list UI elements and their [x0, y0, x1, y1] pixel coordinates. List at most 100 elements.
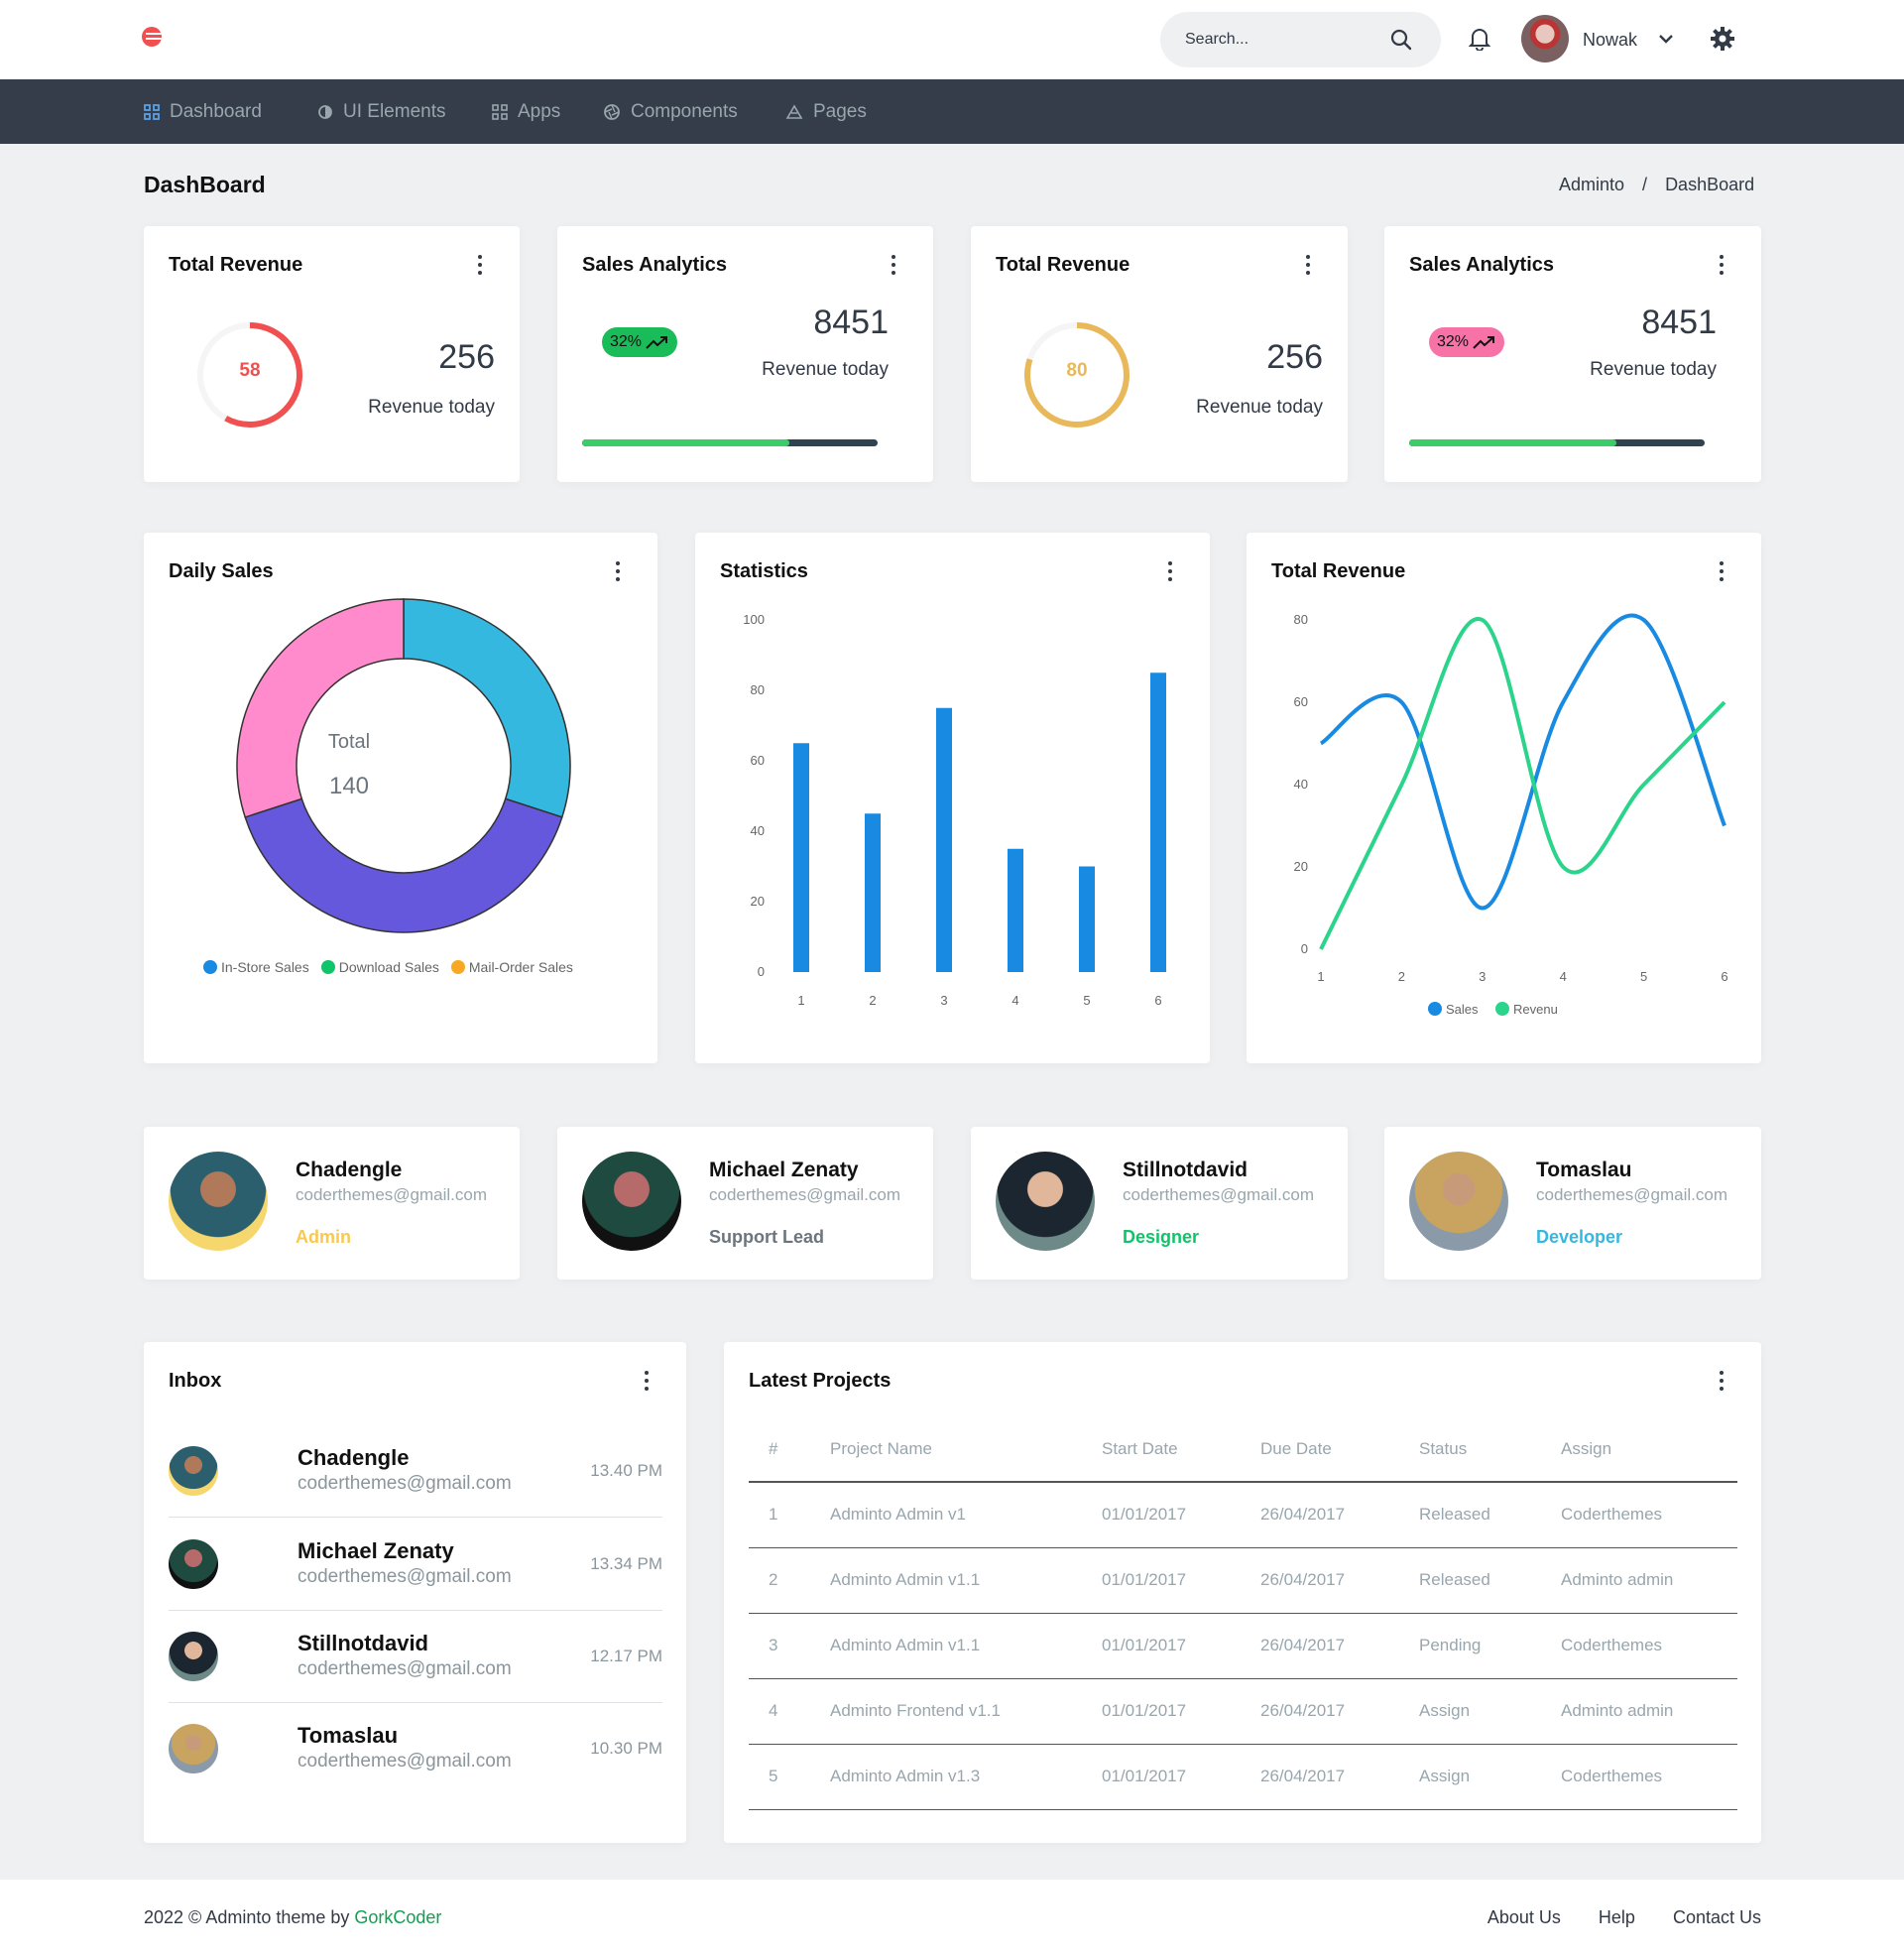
legend-swatch: [203, 960, 217, 974]
x-tick-label: 5: [1083, 993, 1090, 1008]
inbox-item[interactable]: Michael Zenaty coderthemes@gmail.com 13.…: [169, 1519, 662, 1611]
legend-label: Revenu: [1513, 1002, 1558, 1017]
gear-icon[interactable]: [1710, 26, 1735, 52]
table-row[interactable]: 3 Adminto Admin v1.1 01/01/2017 26/04/20…: [749, 1613, 1737, 1679]
inbox-sender: Michael Zenaty: [298, 1538, 454, 1563]
grid-icon: [144, 103, 160, 120]
nav-item-ui-elements[interactable]: UI Elements: [317, 79, 445, 144]
contact-email: coderthemes@gmail.com: [1123, 1185, 1314, 1204]
chevron-down-icon[interactable]: [1658, 33, 1674, 45]
stat-value: 8451: [1641, 304, 1717, 341]
inbox-email: coderthemes@gmail.com: [298, 1751, 512, 1772]
table-cell: 01/01/2017: [1102, 1482, 1260, 1548]
line-chart: 0 20 40 60 80 1 2 3 4 5 6 Sales Revenu: [1294, 612, 1728, 1017]
column-header: #: [749, 1416, 830, 1483]
user-avatar[interactable]: [1521, 15, 1569, 62]
footer-link-help[interactable]: Help: [1598, 1907, 1635, 1927]
legend-swatch: [1495, 1002, 1509, 1016]
legend-swatch: [450, 960, 465, 974]
contact-card[interactable]: Tomaslau coderthemes@gmail.com Developer: [1384, 1127, 1761, 1280]
x-tick-label: 1: [797, 993, 804, 1008]
table-cell: Coderthemes: [1561, 1744, 1737, 1810]
bar: [793, 743, 809, 972]
contact-name: Tomaslau: [1536, 1159, 1632, 1181]
inbox-item[interactable]: Tomaslau coderthemes@gmail.com 10.30 PM: [169, 1703, 662, 1795]
author-link[interactable]: GorkCoder: [354, 1907, 442, 1927]
footer-link-contact[interactable]: Contact Us: [1672, 1907, 1761, 1927]
search-icon[interactable]: [1389, 28, 1413, 52]
more-vertical-icon[interactable]: [645, 1371, 649, 1391]
legend-item[interactable]: Mail-Order Sales: [450, 959, 573, 975]
stat-card: Sales Analytics 32% 8451 Revenue today: [557, 226, 933, 482]
inbox-sender: Tomaslau: [298, 1723, 399, 1748]
more-vertical-icon[interactable]: [616, 561, 620, 581]
inbox-time: 12.17 PM: [590, 1647, 662, 1665]
x-tick-label: 6: [1721, 969, 1727, 984]
logo[interactable]: [142, 27, 162, 47]
contact-card[interactable]: Stillnotdavid coderthemes@gmail.com Desi…: [971, 1127, 1348, 1280]
search-input[interactable]: [1185, 12, 1383, 67]
aperture-icon: [604, 103, 620, 120]
more-vertical-icon[interactable]: [1720, 255, 1724, 275]
x-tick-label: 3: [1479, 969, 1486, 984]
x-tick-label: 6: [1154, 993, 1161, 1008]
table-cell: Adminto Admin v1.1: [830, 1547, 1102, 1614]
more-vertical-icon[interactable]: [1720, 1371, 1724, 1391]
table-cell: 01/01/2017: [1102, 1744, 1260, 1810]
bar: [1150, 672, 1166, 972]
column-header: Project Name: [830, 1416, 1102, 1483]
donut-center-value: 140: [328, 773, 370, 799]
more-vertical-icon[interactable]: [1306, 255, 1310, 275]
nav-item-apps[interactable]: Apps: [492, 79, 560, 144]
nav-item-dashboard[interactable]: Dashboard: [144, 79, 262, 144]
y-tick-label: 80: [751, 682, 765, 697]
progress-ring: [1024, 322, 1130, 428]
user-name[interactable]: Nowak: [1583, 30, 1638, 50]
table-row[interactable]: 1 Adminto Admin v1 01/01/2017 26/04/2017…: [749, 1482, 1737, 1548]
y-tick-label: 40: [751, 823, 765, 838]
table-row[interactable]: 5 Adminto Admin v1.3 01/01/2017 26/04/20…: [749, 1744, 1737, 1810]
card-title: Total Revenue: [996, 254, 1130, 276]
statistics-card: Statistics 0 20 40 60 80 100 1 2 3 4 5 6: [695, 533, 1210, 1063]
inbox-item[interactable]: Stillnotdavid coderthemes@gmail.com 12.1…: [169, 1611, 662, 1703]
progress-bar-fill: [582, 439, 789, 446]
table-cell: Released: [1419, 1547, 1561, 1614]
donut-center-label: Total: [327, 731, 371, 753]
series-line: [1319, 617, 1726, 950]
table-row[interactable]: 2 Adminto Admin v1.1 01/01/2017 26/04/20…: [749, 1547, 1737, 1614]
contact-avatar: [996, 1152, 1095, 1251]
stat-label: Revenue today: [368, 397, 495, 418]
inbox-item[interactable]: Chadengle coderthemes@gmail.com 13.40 PM: [169, 1425, 662, 1518]
stat-label: Revenue today: [1196, 397, 1323, 418]
more-vertical-icon[interactable]: [478, 255, 482, 275]
more-vertical-icon[interactable]: [1720, 561, 1724, 581]
inbox-time: 13.40 PM: [590, 1461, 662, 1480]
nav-item-components[interactable]: Components: [603, 79, 738, 144]
inbox-card: Inbox Chadengle coderthemes@gmail.com 13…: [144, 1342, 686, 1843]
table-row[interactable]: 4 Adminto Frontend v1.1 01/01/2017 26/04…: [749, 1678, 1737, 1745]
y-tick-label: 20: [1294, 859, 1308, 874]
more-vertical-icon[interactable]: [1168, 561, 1172, 581]
column-header: Assign: [1561, 1416, 1737, 1483]
bar: [936, 707, 952, 972]
legend-item[interactable]: Download Sales: [320, 959, 439, 975]
footer-link-about[interactable]: About Us: [1487, 1907, 1561, 1927]
table-cell: 26/04/2017: [1260, 1678, 1419, 1745]
inbox-sender: Stillnotdavid: [298, 1631, 428, 1655]
inbox-sender: Chadengle: [298, 1445, 410, 1470]
nav-item-pages[interactable]: Pages: [785, 79, 867, 144]
legend-item[interactable]: In-Store Sales: [203, 959, 309, 975]
bell-icon[interactable]: [1469, 27, 1490, 51]
table-cell: 26/04/2017: [1260, 1547, 1419, 1614]
stat-value: 256: [438, 338, 495, 376]
x-tick-label: 2: [869, 993, 876, 1008]
table-header-row: # Project Name Start Date Due Date Statu…: [749, 1416, 1737, 1483]
breadcrumb-link[interactable]: Adminto: [1559, 175, 1625, 194]
contact-card[interactable]: Michael Zenaty coderthemes@gmail.com Sup…: [557, 1127, 933, 1280]
progress-ring: [197, 322, 302, 428]
donut-slice: [403, 598, 571, 818]
inbox-avatar: [169, 1446, 218, 1496]
contrast-icon: [318, 104, 332, 119]
contact-card[interactable]: Chadengle coderthemes@gmail.com Admin: [144, 1127, 520, 1280]
more-vertical-icon[interactable]: [892, 255, 895, 275]
